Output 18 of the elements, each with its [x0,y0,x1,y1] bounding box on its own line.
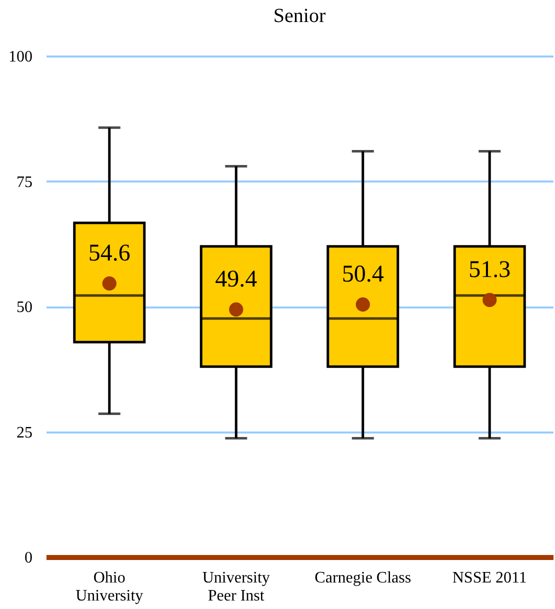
y-tick-label: 100 [8,48,32,66]
data-label: 50.4 [342,261,384,288]
x-tick-label: Carnegie Class [314,570,412,586]
data-label: 54.6 [88,240,130,266]
y-tick-label: 75 [16,174,32,191]
point [102,276,116,291]
y-tick-label: 50 [16,299,32,316]
chart-title: Senior [273,5,326,27]
point [229,302,244,317]
data-label: 51.3 [468,256,511,283]
point [356,297,370,312]
data-label: 49.4 [215,266,258,293]
x-tick-label: Ohio University [76,570,144,604]
y-tick-label: 0 [24,550,32,566]
x-tick-label: NSSE 2011 [452,570,527,586]
y-tick-label: 25 [16,424,32,442]
point [482,292,497,308]
x-tick-label: University Peer Inst [202,570,270,604]
